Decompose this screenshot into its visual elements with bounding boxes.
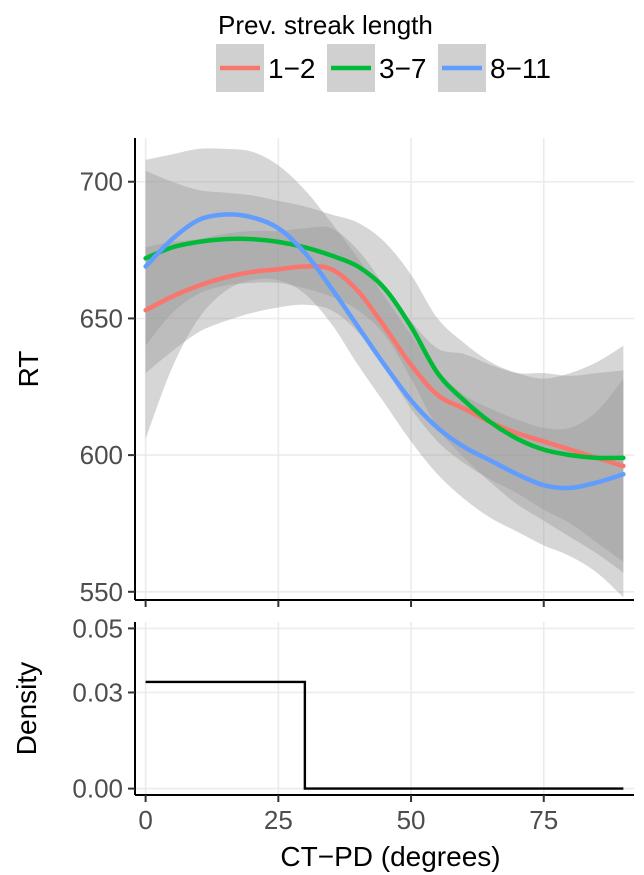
smooth-lines — [143, 212, 626, 491]
confidence-band-1 — [145, 226, 624, 562]
bottom-panel: 0.00 0.03 0.05 0 25 50 75 Density CT−PD (degre… — [11, 613, 634, 872]
density-step-line — [145, 680, 624, 790]
x-tick-label: 75 — [529, 805, 558, 835]
legend-label-3: 8−11 — [490, 53, 551, 84]
density-line — [145, 680, 624, 790]
legend-entry-3: 8−11 — [438, 44, 551, 92]
legend-title: Prev. streak length — [218, 10, 433, 40]
legend-entry-2: 3−7 — [327, 44, 427, 92]
top-panel: 550 600 650 700 RT — [13, 138, 634, 607]
bottom-y-axis-title: Density — [11, 662, 42, 755]
confidence-band-3 — [145, 148, 624, 598]
x-tick-label: 50 — [397, 805, 426, 835]
series-line-1 — [143, 264, 626, 469]
y-tick-label: 550 — [80, 577, 123, 607]
top-axes: 550 600 650 700 — [80, 138, 634, 607]
legend-label-2: 3−7 — [379, 53, 427, 84]
y-tick-label: 600 — [80, 440, 123, 470]
legend-label-1: 1−2 — [268, 53, 316, 84]
legend: Prev. streak length 1−2 3−7 8−11 — [216, 10, 551, 92]
x-tick-label: 0 — [138, 805, 152, 835]
series-line-3 — [143, 212, 626, 491]
y-tick-label: 650 — [80, 303, 123, 333]
legend-entry-1: 1−2 — [216, 44, 316, 92]
top-gridlines — [135, 138, 634, 600]
y-tick-label: 0.05 — [72, 613, 123, 643]
top-y-axis-title: RT — [13, 351, 44, 388]
y-tick-label: 0.00 — [72, 774, 123, 804]
bottom-axes: 0.00 0.03 0.05 0 25 50 75 — [72, 613, 634, 835]
y-tick-label: 700 — [80, 167, 123, 197]
x-tick-label: 25 — [264, 805, 293, 835]
bottom-gridlines — [135, 622, 634, 795]
series-line-2 — [143, 236, 626, 461]
y-tick-label: 0.03 — [72, 677, 123, 707]
x-axis-title: CT−PD (degrees) — [280, 841, 500, 872]
